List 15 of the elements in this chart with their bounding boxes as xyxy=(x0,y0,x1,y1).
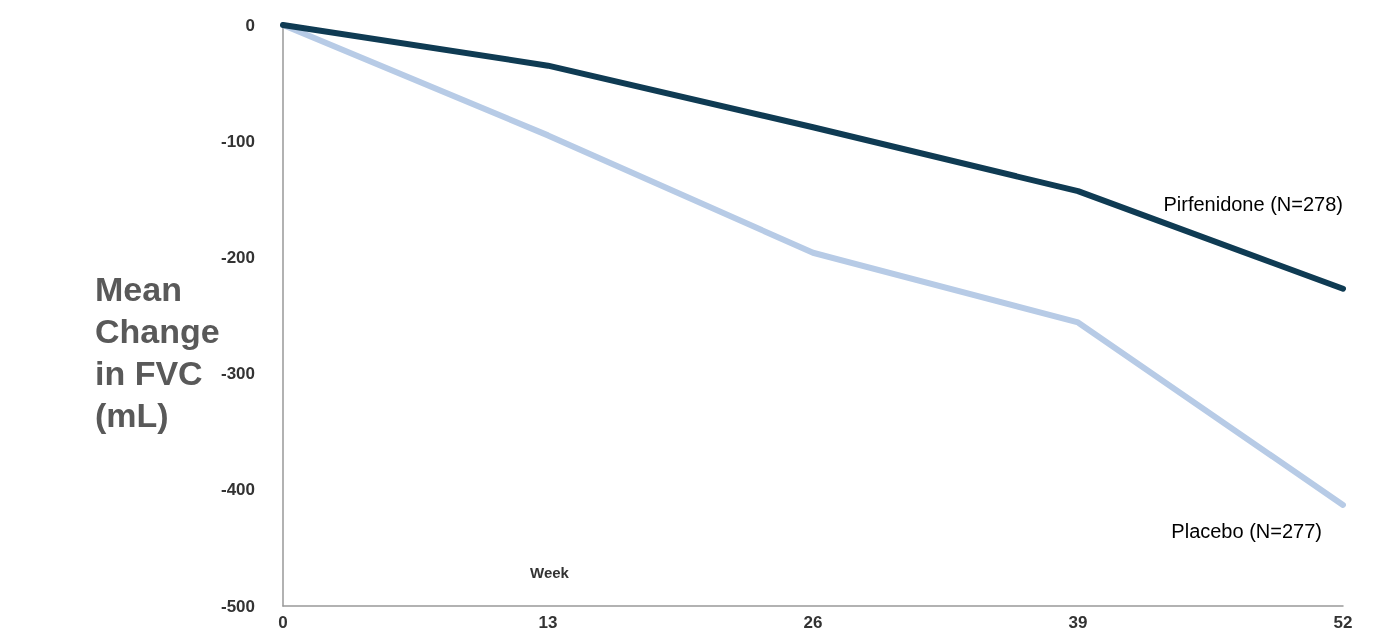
y-tick-label: -300 xyxy=(220,364,255,384)
y-tick-label: -500 xyxy=(220,596,255,616)
x-tick-label: 52 xyxy=(1333,613,1353,631)
series-label: Pirfenidone (N=278) xyxy=(1163,192,1343,215)
x-axis-title: Week xyxy=(530,564,570,581)
x-tick-label: 13 xyxy=(538,613,558,631)
x-tick-label: 39 xyxy=(1068,613,1088,631)
y-axis-title: Mean Change in FVC (mL) xyxy=(95,270,220,434)
series-label: Placebo (N=277) xyxy=(1171,519,1322,542)
y-tick-label: -400 xyxy=(220,480,255,500)
y-tick-label: -200 xyxy=(220,247,255,267)
y-tick-label: 0 xyxy=(245,15,255,35)
x-tick-label: 0 xyxy=(278,613,288,631)
y-tick-label: -100 xyxy=(220,131,255,151)
x-tick-label: 26 xyxy=(803,613,823,631)
